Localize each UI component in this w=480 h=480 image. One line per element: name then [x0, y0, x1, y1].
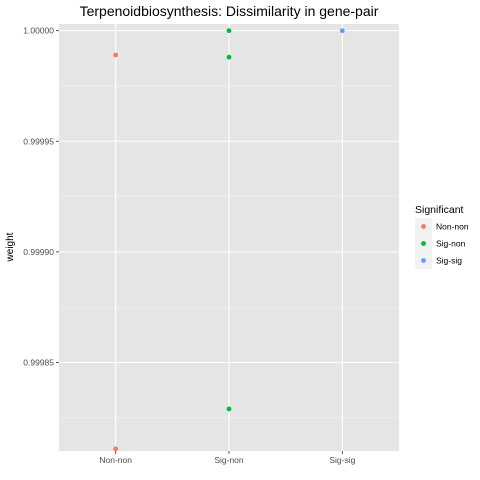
data-point-sig-non — [226, 28, 232, 34]
legend-marker — [421, 224, 426, 229]
y-axis-ticks: 0.99985 0.99990 0.99995 1.00000 — [23, 26, 59, 368]
legend: Significant Non-non Sig-non Sig-sig — [415, 204, 469, 269]
data-point-sig-non — [226, 406, 232, 412]
legend-marker — [421, 241, 426, 246]
x-tick-label: Sig-non — [214, 455, 244, 465]
y-tick-label: 1.00000 — [23, 26, 54, 36]
data-point-non-non — [113, 446, 119, 452]
y-axis-label: weight — [5, 232, 16, 262]
x-tick-label: Sig-sig — [329, 455, 355, 465]
y-tick-label: 0.99995 — [23, 136, 54, 146]
x-tick-label: Non-non — [99, 455, 132, 465]
major-gridlines — [59, 24, 399, 451]
chart-title: Terpenoidbiosynthesis: Dissimilarity in … — [80, 3, 379, 19]
legend-title: Significant — [415, 204, 464, 216]
y-tick-label: 0.99985 — [23, 358, 54, 368]
data-point-non-non — [113, 52, 119, 58]
legend-label: Sig-non — [436, 239, 466, 249]
data-point-sig-non — [226, 54, 232, 60]
data-point-sig-sig — [339, 28, 345, 34]
legend-label: Sig-sig — [436, 256, 462, 266]
x-axis-ticks: Non-non Sig-non Sig-sig — [99, 451, 356, 465]
data-points — [113, 28, 345, 452]
legend-marker — [421, 258, 426, 263]
y-tick-label: 0.99990 — [23, 247, 54, 257]
legend-label: Non-non — [436, 222, 469, 232]
